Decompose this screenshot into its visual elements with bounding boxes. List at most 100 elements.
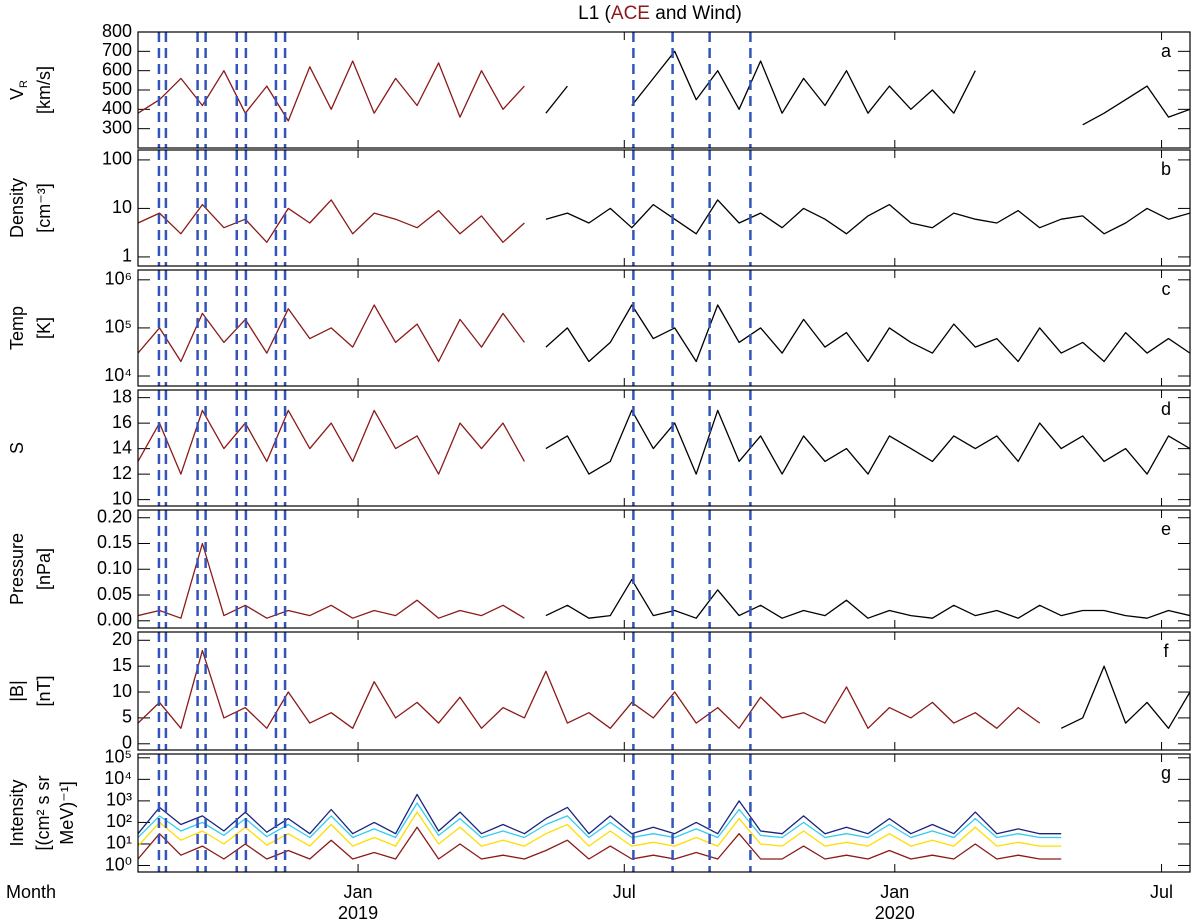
y-axis-label-subscript: R <box>18 80 30 88</box>
x-year-label: 2019 <box>338 903 378 923</box>
y-axis-label-text: MeV)⁻¹] <box>57 781 77 845</box>
y-axis-label-text: [(cm² s sr <box>33 776 53 851</box>
y-tick-label: 0.00 <box>97 610 132 630</box>
panel-frame <box>137 631 1191 751</box>
y-tick-label: 0.20 <box>97 506 132 526</box>
y-axis-label-text: Temp <box>7 306 27 350</box>
x-tick-label: Jan <box>344 882 373 902</box>
series-line <box>545 50 1190 126</box>
x-year-label: 2020 <box>875 903 915 923</box>
panel-frame <box>137 389 1191 507</box>
y-tick-label: 20 <box>112 629 132 649</box>
y-tick-label: 15 <box>112 655 132 675</box>
y-axis-label: Pressure <box>7 533 27 605</box>
y-axis-label-text: [cm⁻³] <box>34 183 54 233</box>
y-tick-label: 10 <box>112 488 132 508</box>
series-line <box>138 304 525 363</box>
y-tick-label: 10¹ <box>106 833 132 853</box>
y-tick-label: 800 <box>102 21 132 41</box>
series-line <box>545 304 1190 363</box>
y-tick-label: 10² <box>106 811 132 831</box>
y-tick-label: 10⁶ <box>105 269 132 289</box>
series-line <box>545 578 1190 619</box>
y-tick-label: 400 <box>102 98 132 118</box>
y-tick-label: 100 <box>102 149 132 169</box>
y-tick-label: 300 <box>102 117 132 137</box>
y-axis-label: [nT] <box>34 675 54 706</box>
series-line <box>138 649 1041 729</box>
title-part: L1 ( <box>578 3 611 24</box>
y-axis-label: [nPa] <box>34 548 54 590</box>
panel-label: f <box>1163 641 1169 661</box>
y-tick-label: 10 <box>112 197 132 217</box>
y-tick-label: 18 <box>112 386 132 406</box>
y-axis-label-text: [nT] <box>34 675 54 706</box>
panel-label: e <box>1161 519 1171 539</box>
panel-label: a <box>1161 41 1172 61</box>
series-line <box>138 542 525 619</box>
series-group <box>138 50 1190 126</box>
y-axis-label-text: |B| <box>7 680 27 701</box>
panel-label: d <box>1161 399 1171 419</box>
y-axis-label-text: Density <box>7 178 27 238</box>
title-part: and Wind) <box>650 3 742 24</box>
y-axis-label-text: [km/s] <box>34 66 54 114</box>
series-line <box>545 199 1190 235</box>
series-line <box>138 826 1062 860</box>
y-tick-label: 14 <box>112 437 132 457</box>
y-axis-label: MeV)⁻¹] <box>57 781 77 845</box>
y-axis-label-text: V <box>7 88 27 100</box>
y-tick-label: 0 <box>122 733 132 753</box>
panel-frame <box>137 149 1191 267</box>
y-axis-label: Density <box>7 178 27 238</box>
series-line <box>545 409 1190 475</box>
series-group <box>138 304 1190 363</box>
y-tick-label: 600 <box>102 59 132 79</box>
x-tick-label: Jul <box>1150 882 1173 902</box>
y-tick-label: 10³ <box>106 790 132 810</box>
series-line <box>138 199 525 243</box>
y-axis-label: VR <box>7 80 30 100</box>
y-tick-label: 500 <box>102 79 132 99</box>
series-line <box>138 802 1062 839</box>
y-axis-label-text: Pressure <box>7 533 27 605</box>
y-axis-label: Temp <box>7 306 27 350</box>
y-axis-label-text: S <box>7 442 27 454</box>
x-axis-label: Month <box>6 882 56 902</box>
y-axis-label: Intensity <box>7 779 27 846</box>
y-tick-label: 1 <box>122 246 132 266</box>
series-group <box>138 542 1190 619</box>
y-axis-label: [(cm² s sr <box>33 776 53 851</box>
y-axis-label-text: [nPa] <box>34 548 54 590</box>
y-axis-label-text: Intensity <box>7 779 27 846</box>
y-tick-label: 10⁵ <box>105 747 132 767</box>
series-line <box>138 60 525 122</box>
series-group <box>138 409 1190 475</box>
x-tick-label: Jan <box>880 882 909 902</box>
y-tick-label: 10⁴ <box>104 768 132 788</box>
series-group <box>138 649 1190 729</box>
y-axis-label: [km/s] <box>34 66 54 114</box>
y-axis-label: [K] <box>34 317 54 339</box>
y-tick-label: 5 <box>122 707 132 727</box>
y-tick-label: 10⁵ <box>105 317 132 337</box>
y-tick-label: 0.15 <box>97 532 132 552</box>
y-tick-label: 16 <box>112 412 132 432</box>
chart-title: L1 (ACE and Wind) <box>578 3 742 24</box>
panel-label: b <box>1161 159 1171 179</box>
series-line <box>1060 665 1190 729</box>
y-tick-label: 12 <box>112 463 132 483</box>
panel-frame <box>137 269 1191 387</box>
y-tick-label: 0.05 <box>97 584 132 604</box>
y-tick-label: 700 <box>102 40 132 60</box>
series-line <box>138 811 1062 847</box>
panel-label: c <box>1162 279 1171 299</box>
y-tick-label: 10⁴ <box>104 365 132 385</box>
panel-frame <box>137 31 1191 149</box>
y-axis-label: [cm⁻³] <box>34 183 54 233</box>
panel-frame <box>137 509 1191 629</box>
series-group <box>138 793 1062 860</box>
y-axis-label-text: [K] <box>34 317 54 339</box>
y-axis-label: S <box>7 442 27 454</box>
